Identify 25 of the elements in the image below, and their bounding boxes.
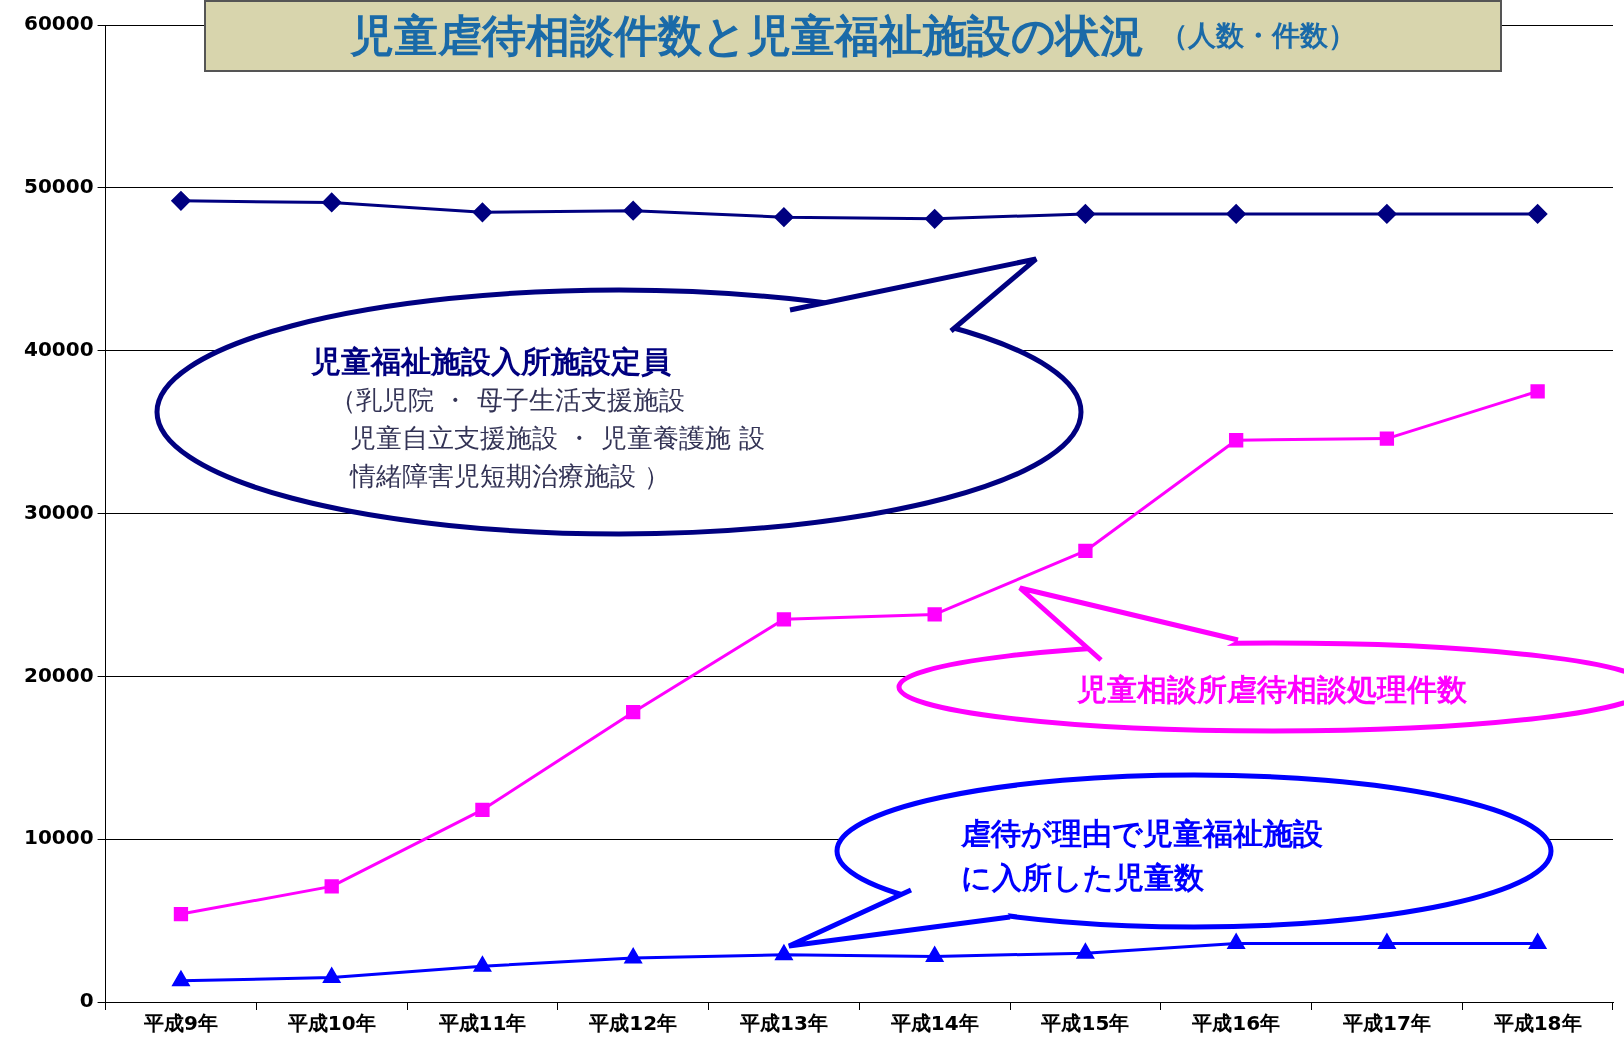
x-tick-label: 平成17年 bbox=[1341, 1011, 1431, 1036]
annotation: 情緒障害児短期治療施設 ） bbox=[350, 460, 671, 493]
series-label: 虐待が理由で児童福祉施設に入所した児童数 bbox=[961, 815, 1324, 897]
text: 児童福祉施設入所施設定員 bbox=[311, 343, 671, 381]
y-tick-label: 20000 bbox=[23, 662, 94, 687]
x-tick-label: 平成13年 bbox=[739, 1011, 828, 1036]
annotation: 児童自立支援施設 ・ 児童養護施 設 bbox=[350, 422, 765, 455]
chart-title: 児童虐待相談件数と児童福祉施設の状況 bbox=[350, 8, 1144, 63]
x-tick-label: 平成16年 bbox=[1191, 1011, 1281, 1036]
y-tick-label: 40000 bbox=[23, 336, 94, 361]
text: 児童相談所虐待相談処理件数 bbox=[1077, 671, 1467, 709]
x-tick-label: 平成12年 bbox=[588, 1011, 678, 1036]
chart-subtitle: （人数・件数） bbox=[1160, 18, 1356, 54]
x-tick-label: 平成11年 bbox=[437, 1011, 527, 1036]
y-tick-label: 60000 bbox=[23, 11, 94, 36]
x-tick-label: 平成9年 bbox=[142, 1011, 218, 1036]
y-tick-label: 0 bbox=[79, 988, 94, 1013]
annotation: （乳児院 ・ 母子生活支援施設 bbox=[330, 384, 685, 417]
x-tick-label: 平成10年 bbox=[286, 1011, 376, 1036]
x-tick-label: 平成18年 bbox=[1492, 1011, 1582, 1036]
y-tick-label: 30000 bbox=[23, 499, 94, 524]
x-tick-label: 平成14年 bbox=[889, 1011, 979, 1036]
y-tick-label: 50000 bbox=[23, 174, 94, 199]
y-tick-label: 10000 bbox=[23, 825, 94, 850]
x-tick-label: 平成15年 bbox=[1040, 1011, 1130, 1036]
